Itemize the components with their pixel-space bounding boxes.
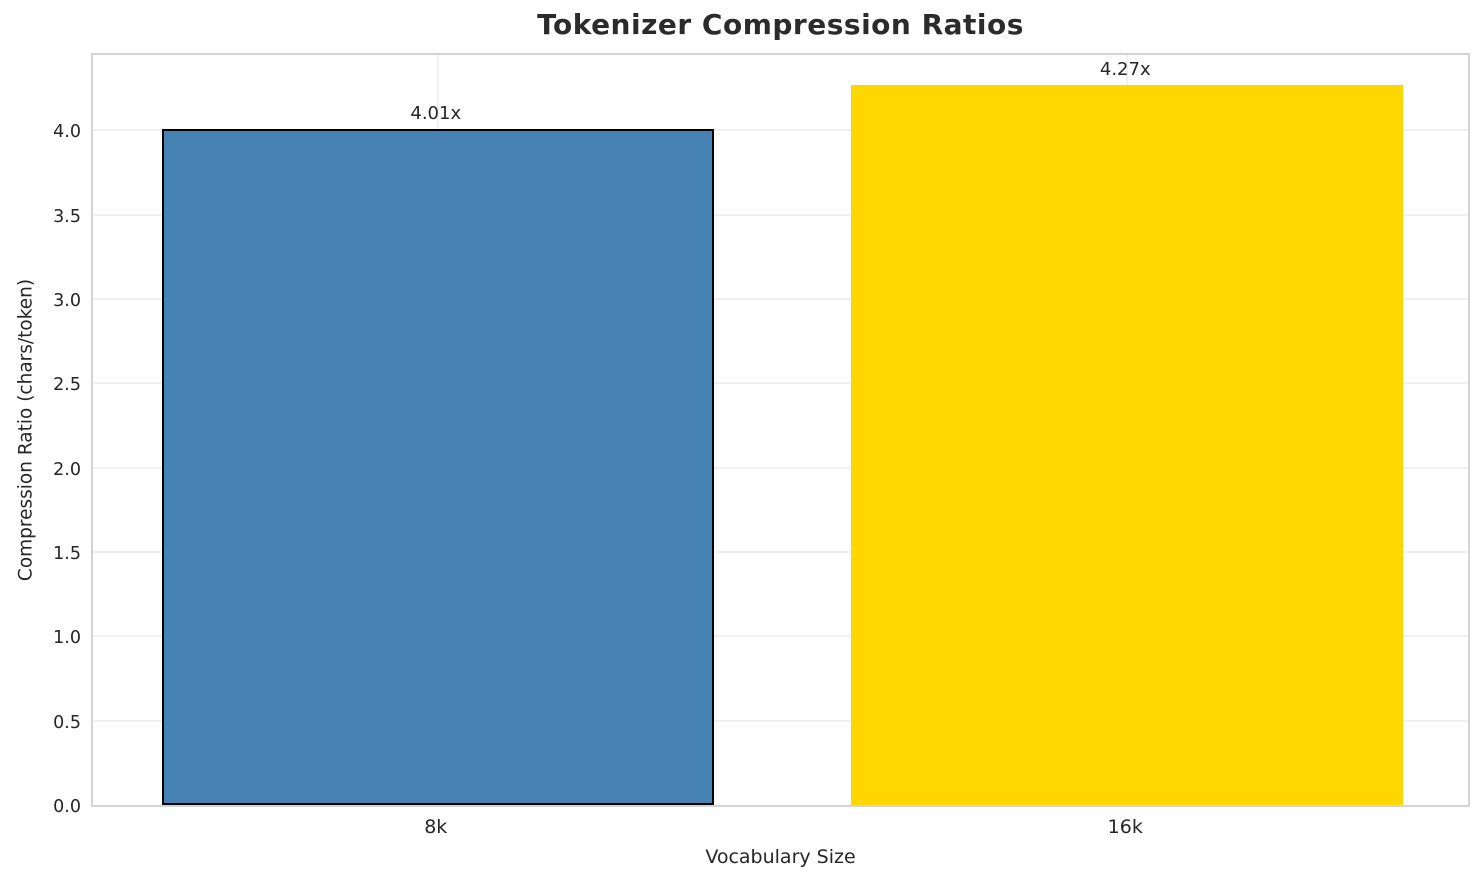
bar-value-label: 4.01x [410, 102, 462, 124]
plot-area [91, 53, 1470, 807]
chart-title: Tokenizer Compression Ratios [537, 8, 1024, 41]
horizontal-gridline [93, 213, 1468, 216]
bar-16k [851, 84, 1404, 805]
horizontal-gridline [93, 382, 1468, 385]
horizontal-gridline [93, 129, 1468, 132]
y-tick-label: 1.5 [53, 543, 81, 564]
y-tick-label: 2.0 [53, 459, 81, 480]
y-axis-label: Compression Ratio (chars/token) [15, 278, 37, 582]
horizontal-gridline [93, 719, 1468, 722]
y-tick-label: 0.0 [53, 797, 81, 817]
horizontal-gridline [93, 635, 1468, 638]
x-axis-label: Vocabulary Size [705, 846, 856, 868]
bar-8k [161, 128, 714, 805]
horizontal-gridline [93, 550, 1468, 553]
y-tick-label: 3.0 [53, 290, 81, 311]
x-tick-label: 16k [1107, 816, 1143, 838]
y-tick-label: 1.0 [53, 628, 81, 649]
horizontal-gridline [93, 466, 1468, 469]
horizontal-gridline [93, 297, 1468, 300]
y-tick-label: 3.5 [53, 206, 81, 227]
bar-value-label: 4.27x [1099, 58, 1151, 80]
y-tick-label: 0.5 [53, 712, 81, 733]
y-tick-label: 4.0 [53, 122, 81, 143]
x-tick-label: 8k [424, 816, 448, 838]
y-tick-label: 2.5 [53, 375, 81, 396]
